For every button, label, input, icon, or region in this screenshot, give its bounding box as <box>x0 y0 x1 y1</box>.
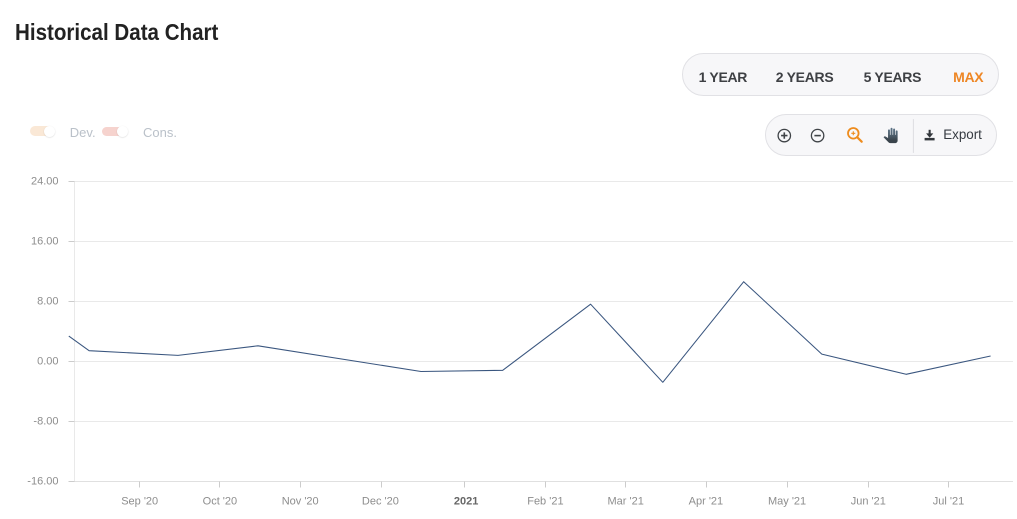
svg-text:Sep '20: Sep '20 <box>121 495 158 507</box>
svg-text:0.00: 0.00 <box>37 356 58 368</box>
svg-text:Jun '21: Jun '21 <box>851 495 886 507</box>
svg-text:Oct '20: Oct '20 <box>203 495 238 507</box>
svg-text:-16.00: -16.00 <box>27 476 58 488</box>
svg-text:24.00: 24.00 <box>31 176 59 188</box>
svg-text:Dec '20: Dec '20 <box>362 495 399 507</box>
svg-text:Jul '21: Jul '21 <box>933 495 964 507</box>
svg-text:-8.00: -8.00 <box>33 416 58 428</box>
svg-text:Nov '20: Nov '20 <box>282 495 319 507</box>
svg-text:Export: Export <box>943 127 982 142</box>
svg-text:16.00: 16.00 <box>31 236 59 248</box>
svg-text:Feb '21: Feb '21 <box>527 495 563 507</box>
svg-text:Mar '21: Mar '21 <box>608 495 644 507</box>
svg-text:8.00: 8.00 <box>37 296 58 308</box>
svg-text:2021: 2021 <box>454 495 478 507</box>
svg-text:Apr '21: Apr '21 <box>689 495 724 507</box>
svg-text:May '21: May '21 <box>768 495 806 507</box>
